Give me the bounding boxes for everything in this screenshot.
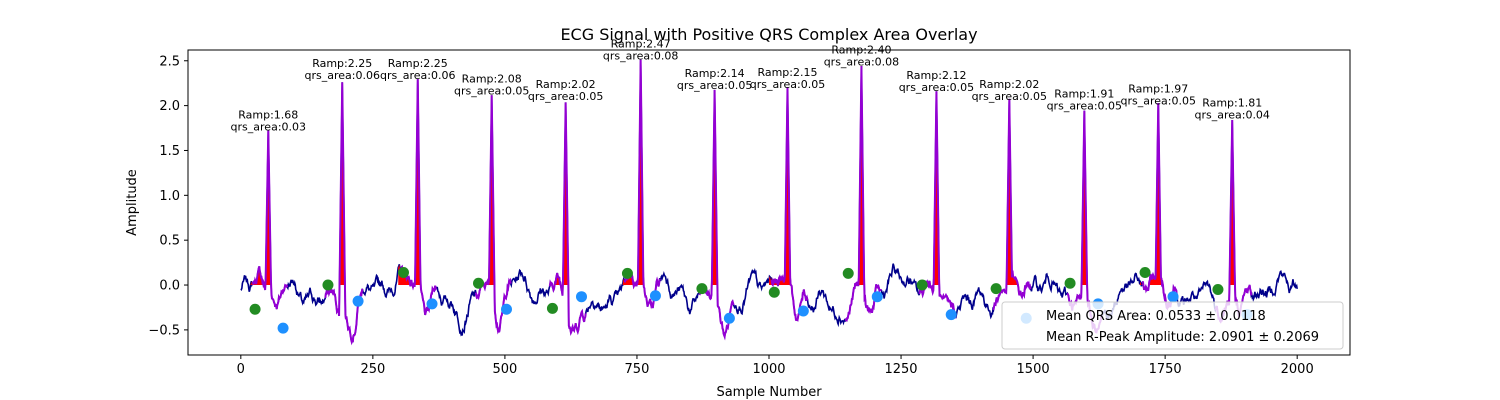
r-peak-amplitude-label: Ramp:2.25: [312, 57, 372, 70]
x-tick-label: 250: [360, 362, 385, 377]
qrs-onset-point: [473, 277, 484, 289]
r-peak-amplitude-label: Ramp:2.15: [757, 66, 817, 79]
qrs-offset-point: [797, 305, 809, 317]
qrs-onset-point: [397, 266, 409, 278]
qrs-offset-point: [649, 290, 661, 302]
legend-entry-r-peak-amplitude: Mean R-Peak Amplitude: 2.0901 ± 0.2069: [1046, 330, 1319, 345]
qrs-onset-point: [842, 267, 854, 279]
qrs-onset-point: [768, 286, 780, 298]
qrs-overlay-line: [992, 98, 1032, 311]
x-tick-label: 1750: [1149, 362, 1182, 377]
x-tick-label: 500: [492, 362, 517, 377]
chart-title: ECG Signal with Positive QRS Complex Are…: [560, 25, 977, 44]
qrs-overlay-line: [324, 82, 364, 346]
qrs-onset-point: [322, 279, 334, 291]
qrs-offset-point: [575, 291, 587, 303]
r-peak-amplitude-label: Ramp:1.68: [238, 108, 298, 121]
qrs-overlay-line: [844, 66, 883, 322]
legend-entry-qrs-area: Mean QRS Area: 0.0533 ± 0.0118: [1046, 309, 1266, 324]
qrs-area-label: qrs_area:0.05: [454, 84, 529, 97]
y-tick-label: −0.5: [148, 323, 180, 338]
r-peak-amplitude-label: Ramp:2.02: [536, 78, 596, 91]
axes-layer: 0 250 500 750 1000 1250 1500 1750 2000 −0.5 0.0 0.5…: [148, 49, 1351, 377]
qrs-area-label: qrs_area:0.05: [899, 81, 974, 94]
qrs-offset-point: [723, 312, 735, 324]
qrs-offset-point: [1167, 291, 1179, 303]
qrs-area-label: qrs_area:0.03: [231, 120, 306, 133]
r-peak-amplitude-label: Ramp:1.81: [1202, 97, 1262, 110]
x-tick-label: 750: [625, 362, 650, 377]
qrs-onset-point: [546, 302, 558, 314]
r-peak-amplitude-label: Ramp:2.08: [462, 72, 522, 85]
y-tick-label: 2.5: [159, 54, 180, 69]
x-axis-label: Sample Number: [716, 385, 822, 400]
qrs-area-label: qrs_area:0.08: [824, 56, 899, 69]
qrs-overlay-line: [251, 130, 289, 310]
x-tick-label: 0: [237, 362, 245, 377]
x-tick-label: 1500: [1017, 362, 1050, 377]
x-tick-label: 2000: [1281, 362, 1314, 377]
y-axis-label: Amplitude: [125, 169, 140, 236]
qrs-overlay-line: [548, 102, 587, 336]
legend-box: [1001, 301, 1344, 350]
r-peak-amplitude-label: Ramp:1.91: [1054, 88, 1114, 101]
qrs-area-label: qrs_area:0.05: [677, 79, 752, 92]
r-peak-amplitude-label: Ramp:2.25: [388, 57, 448, 70]
r-peak-amplitude-label: Ramp:2.02: [979, 78, 1039, 91]
qrs-offset-point: [277, 322, 289, 334]
r-peak-amplitude-label: Ramp:2.12: [906, 69, 966, 82]
qrs-onset-point: [990, 283, 1002, 295]
qrs-area-label: qrs_area:0.05: [528, 90, 603, 103]
qrs-onset-point: [1064, 277, 1076, 289]
qrs-onset-point: [916, 279, 928, 291]
qrs-area-label: qrs_area:0.05: [972, 90, 1047, 103]
qrs-area-label: qrs_area:0.06: [380, 69, 455, 82]
qrs-onset-point: [621, 267, 633, 279]
qrs-offset-point: [352, 295, 364, 307]
qrs-area-label: qrs_area:0.05: [1121, 94, 1196, 107]
qrs-onset-point: [249, 303, 261, 315]
qrs-area-label: qrs_area:0.08: [603, 49, 678, 62]
qrs-onset-point: [1212, 284, 1224, 296]
qrs-area-label: qrs_area:0.05: [750, 78, 825, 91]
y-tick-label: 0.0: [159, 279, 180, 294]
qrs-area-label: qrs_area:0.04: [1194, 109, 1269, 122]
qrs-offset-point: [500, 303, 512, 315]
y-tick-label: 1.5: [159, 144, 180, 159]
qrs-area-label: qrs_area:0.05: [1047, 100, 1122, 113]
legend: Mean QRS Area: 0.0533 ± 0.0118 Mean R-Pe…: [1001, 301, 1344, 350]
x-tick-label: 1000: [752, 362, 785, 377]
qrs-offset-point: [945, 309, 957, 321]
r-peak-amplitude-label: Ramp:2.14: [685, 67, 745, 80]
qrs-offset-point: [871, 291, 883, 303]
y-tick-label: 2.0: [159, 99, 180, 114]
qrs-onset-point: [696, 283, 708, 295]
qrs-onset-point: [1139, 266, 1151, 278]
qrs-offset-point: [426, 298, 438, 310]
y-tick-label: 0.5: [159, 234, 180, 249]
y-tick-label: 1.0: [159, 189, 180, 204]
r-peak-amplitude-label: Ramp:2.47: [611, 37, 671, 50]
qrs-overlay-line: [770, 87, 809, 322]
x-tick-label: 1250: [884, 362, 917, 377]
qrs-area-label: qrs_area:0.06: [304, 69, 379, 82]
r-peak-amplitude-label: Ramp:1.97: [1128, 82, 1188, 95]
plot-area: [240, 59, 1298, 346]
plot-layer: Ramp:1.68qrs_area:0.03Ramp:2.25qrs_area:…: [231, 37, 1298, 346]
